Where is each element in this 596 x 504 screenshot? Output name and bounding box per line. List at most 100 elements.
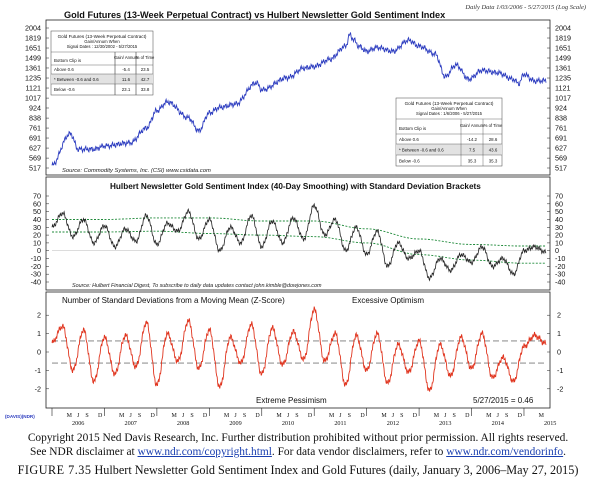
panel1-y-tick-left: 924 <box>29 104 41 113</box>
panel1-y-tick-right: 924 <box>555 104 567 113</box>
excessive-optimism-label: Excessive Optimism <box>352 296 424 305</box>
panel1-y-tick-right: 761 <box>555 124 567 133</box>
x-month-label: D <box>360 413 365 419</box>
x-month-label: S <box>138 413 141 419</box>
x-month-label: M <box>486 413 492 419</box>
table-right-row1-label: Above 0.6 <box>399 137 419 142</box>
table-right-row3-time: 35.3 <box>489 159 498 164</box>
x-year-label: 2006 <box>72 420 84 427</box>
extreme-pessimism-label: Extreme Pessimism <box>256 396 327 405</box>
panel2-y-tick-right: 30 <box>555 223 563 232</box>
sentiment-index-line <box>51 202 547 282</box>
x-year-label: 2012 <box>387 420 399 427</box>
gold-futures-line <box>51 32 547 166</box>
panel1-y-tick-left: 1361 <box>25 64 41 73</box>
ndr-chart-figure: Daily Data 1/03/2006 - 5/27/2015 (Log Sc… <box>5 4 586 427</box>
table-left-row1-label: Above 0.6 <box>54 67 74 72</box>
panel3-y-axis-left: 2 1 0 -1 -2 <box>35 311 49 393</box>
x-year-label: 2011 <box>334 420 346 427</box>
panel1-y-tick-right: 1499 <box>555 54 571 63</box>
x-year-label: 2014 <box>492 420 504 427</box>
panel2-y-tick-right: 50 <box>555 207 563 216</box>
panel1-y-axis-right: 2004181916511499136112351121101792483876… <box>547 24 571 173</box>
x-month-label: J <box>497 413 500 419</box>
table-left-row1-gain: -5.4 <box>122 67 130 72</box>
x-month-label: D <box>308 413 313 419</box>
panel2-y-tick-left: 60 <box>33 199 41 208</box>
panel1-y-axis-left: 2004181916511499136112351121101792483876… <box>25 24 49 173</box>
x-month-label: S <box>243 413 246 419</box>
x-year-label: 2010 <box>282 420 294 427</box>
figure-number: FIGURE 7.35 <box>17 463 92 477</box>
table-right-row2-label: * Between -0.6 and 0.6 <box>399 148 444 153</box>
x-month-label: M <box>434 413 440 419</box>
stats-table-left: Gold Futures (13-Week Perpetual Contract… <box>50 30 155 96</box>
panel3-title: Number of Standard Deviations from a Mov… <box>62 296 285 305</box>
x-year-label: 2015 <box>544 420 556 427</box>
x-year-label: 2009 <box>229 420 241 427</box>
last-value-label: 5/27/2015 = 0.46 <box>473 396 534 405</box>
table-left-row1-time: 23.5 <box>141 67 150 72</box>
x-month-label: D <box>255 413 260 419</box>
panel1-y-tick-right: 1235 <box>555 74 571 83</box>
zscore-threshold-lines <box>52 340 546 364</box>
panel3-y-tick-left: -1 <box>35 366 41 375</box>
table-left-title: Gold Futures (13-Week Perpetual Contract… <box>58 34 147 39</box>
panel3-y-tick-right: -1 <box>557 366 563 375</box>
ndr-vendorinfo-link[interactable]: www.ndr.com/vendorinfo <box>446 446 564 458</box>
x-month-label: D <box>203 413 208 419</box>
table-left-row3-gain: 23.1 <box>122 87 131 92</box>
panel1-y-tick-right: 517 <box>555 164 567 173</box>
figure-title: Hulbert Newsletter Gold Sentiment Index … <box>91 463 579 477</box>
x-month-label: S <box>348 413 351 419</box>
panel1-y-tick-right: 1819 <box>555 34 571 43</box>
panel2-y-tick-left: 40 <box>33 215 41 224</box>
panel2-title: Hulbert Newsletter Gold Sentiment Index … <box>110 182 481 191</box>
x-month-label: J <box>287 413 290 419</box>
x-month-label: S <box>453 413 456 419</box>
panel2-y-tick-right: -30 <box>555 270 565 279</box>
panel1-y-tick-left: 1499 <box>25 54 41 63</box>
disclaimer-text-1: See NDR disclaimer at <box>29 446 138 458</box>
upper-std-bracket-line <box>52 217 546 247</box>
panel1-y-tick-right: 838 <box>555 114 567 123</box>
panel1-y-tick-left: 517 <box>29 164 41 173</box>
panel1-y-tick-right: 1121 <box>555 84 570 93</box>
panel2-y-tick-right: 10 <box>555 238 563 247</box>
x-month-label: S <box>295 413 298 419</box>
table-left-row3-label: Below -0.6 <box>54 87 75 92</box>
disclaimer-text-end: . <box>563 446 566 458</box>
daily-data-note: Daily Data 1/03/2006 - 5/27/2015 (Log Sc… <box>464 4 586 11</box>
panel3-y-axis-right: 2 1 0 -1 -2 <box>547 311 563 393</box>
table-left-col-time: % of Time <box>136 55 155 60</box>
x-month-label: J <box>234 413 237 419</box>
table-left-row2-label: * Between -0.6 and 0.6 <box>54 77 99 82</box>
panel2-y-tick-right: -10 <box>555 254 565 263</box>
panel2-y-tick-right: 0 <box>555 246 559 255</box>
panel1-y-tick-left: 1121 <box>26 84 41 93</box>
panel1-y-tick-right: 1651 <box>555 44 571 53</box>
panel2-y-tick-right: 70 <box>555 192 563 201</box>
panel1-y-tick-left: 1651 <box>25 44 41 53</box>
panel2-y-tick-left: 10 <box>33 238 41 247</box>
panel2-y-tick-right: 60 <box>555 199 563 208</box>
x-month-label: M <box>329 413 335 419</box>
x-month-label: S <box>190 413 193 419</box>
x-month-label: J <box>77 413 80 419</box>
disclaimer-text-2: . For data vendor disclaimers, refer to <box>271 446 447 458</box>
ndr-copyright-link[interactable]: www.ndr.com/copyright.html <box>137 446 272 458</box>
panel1-y-tick-left: 761 <box>29 124 41 133</box>
x-month-label: D <box>98 413 103 419</box>
x-month-label: M <box>276 413 282 419</box>
x-month-label: J <box>392 413 395 419</box>
panel2-y-tick-left: -20 <box>31 262 41 271</box>
table-left-col-bottom-clip: Bottom Clip is <box>54 58 82 63</box>
x-month-label: M <box>119 413 125 419</box>
panel1-y-tick-left: 569 <box>29 154 41 163</box>
panel2-y-tick-left: 30 <box>33 223 41 232</box>
table-right-title: Gold Futures (13-Week Perpetual Contract… <box>405 101 494 106</box>
x-month-label: M <box>381 413 387 419</box>
